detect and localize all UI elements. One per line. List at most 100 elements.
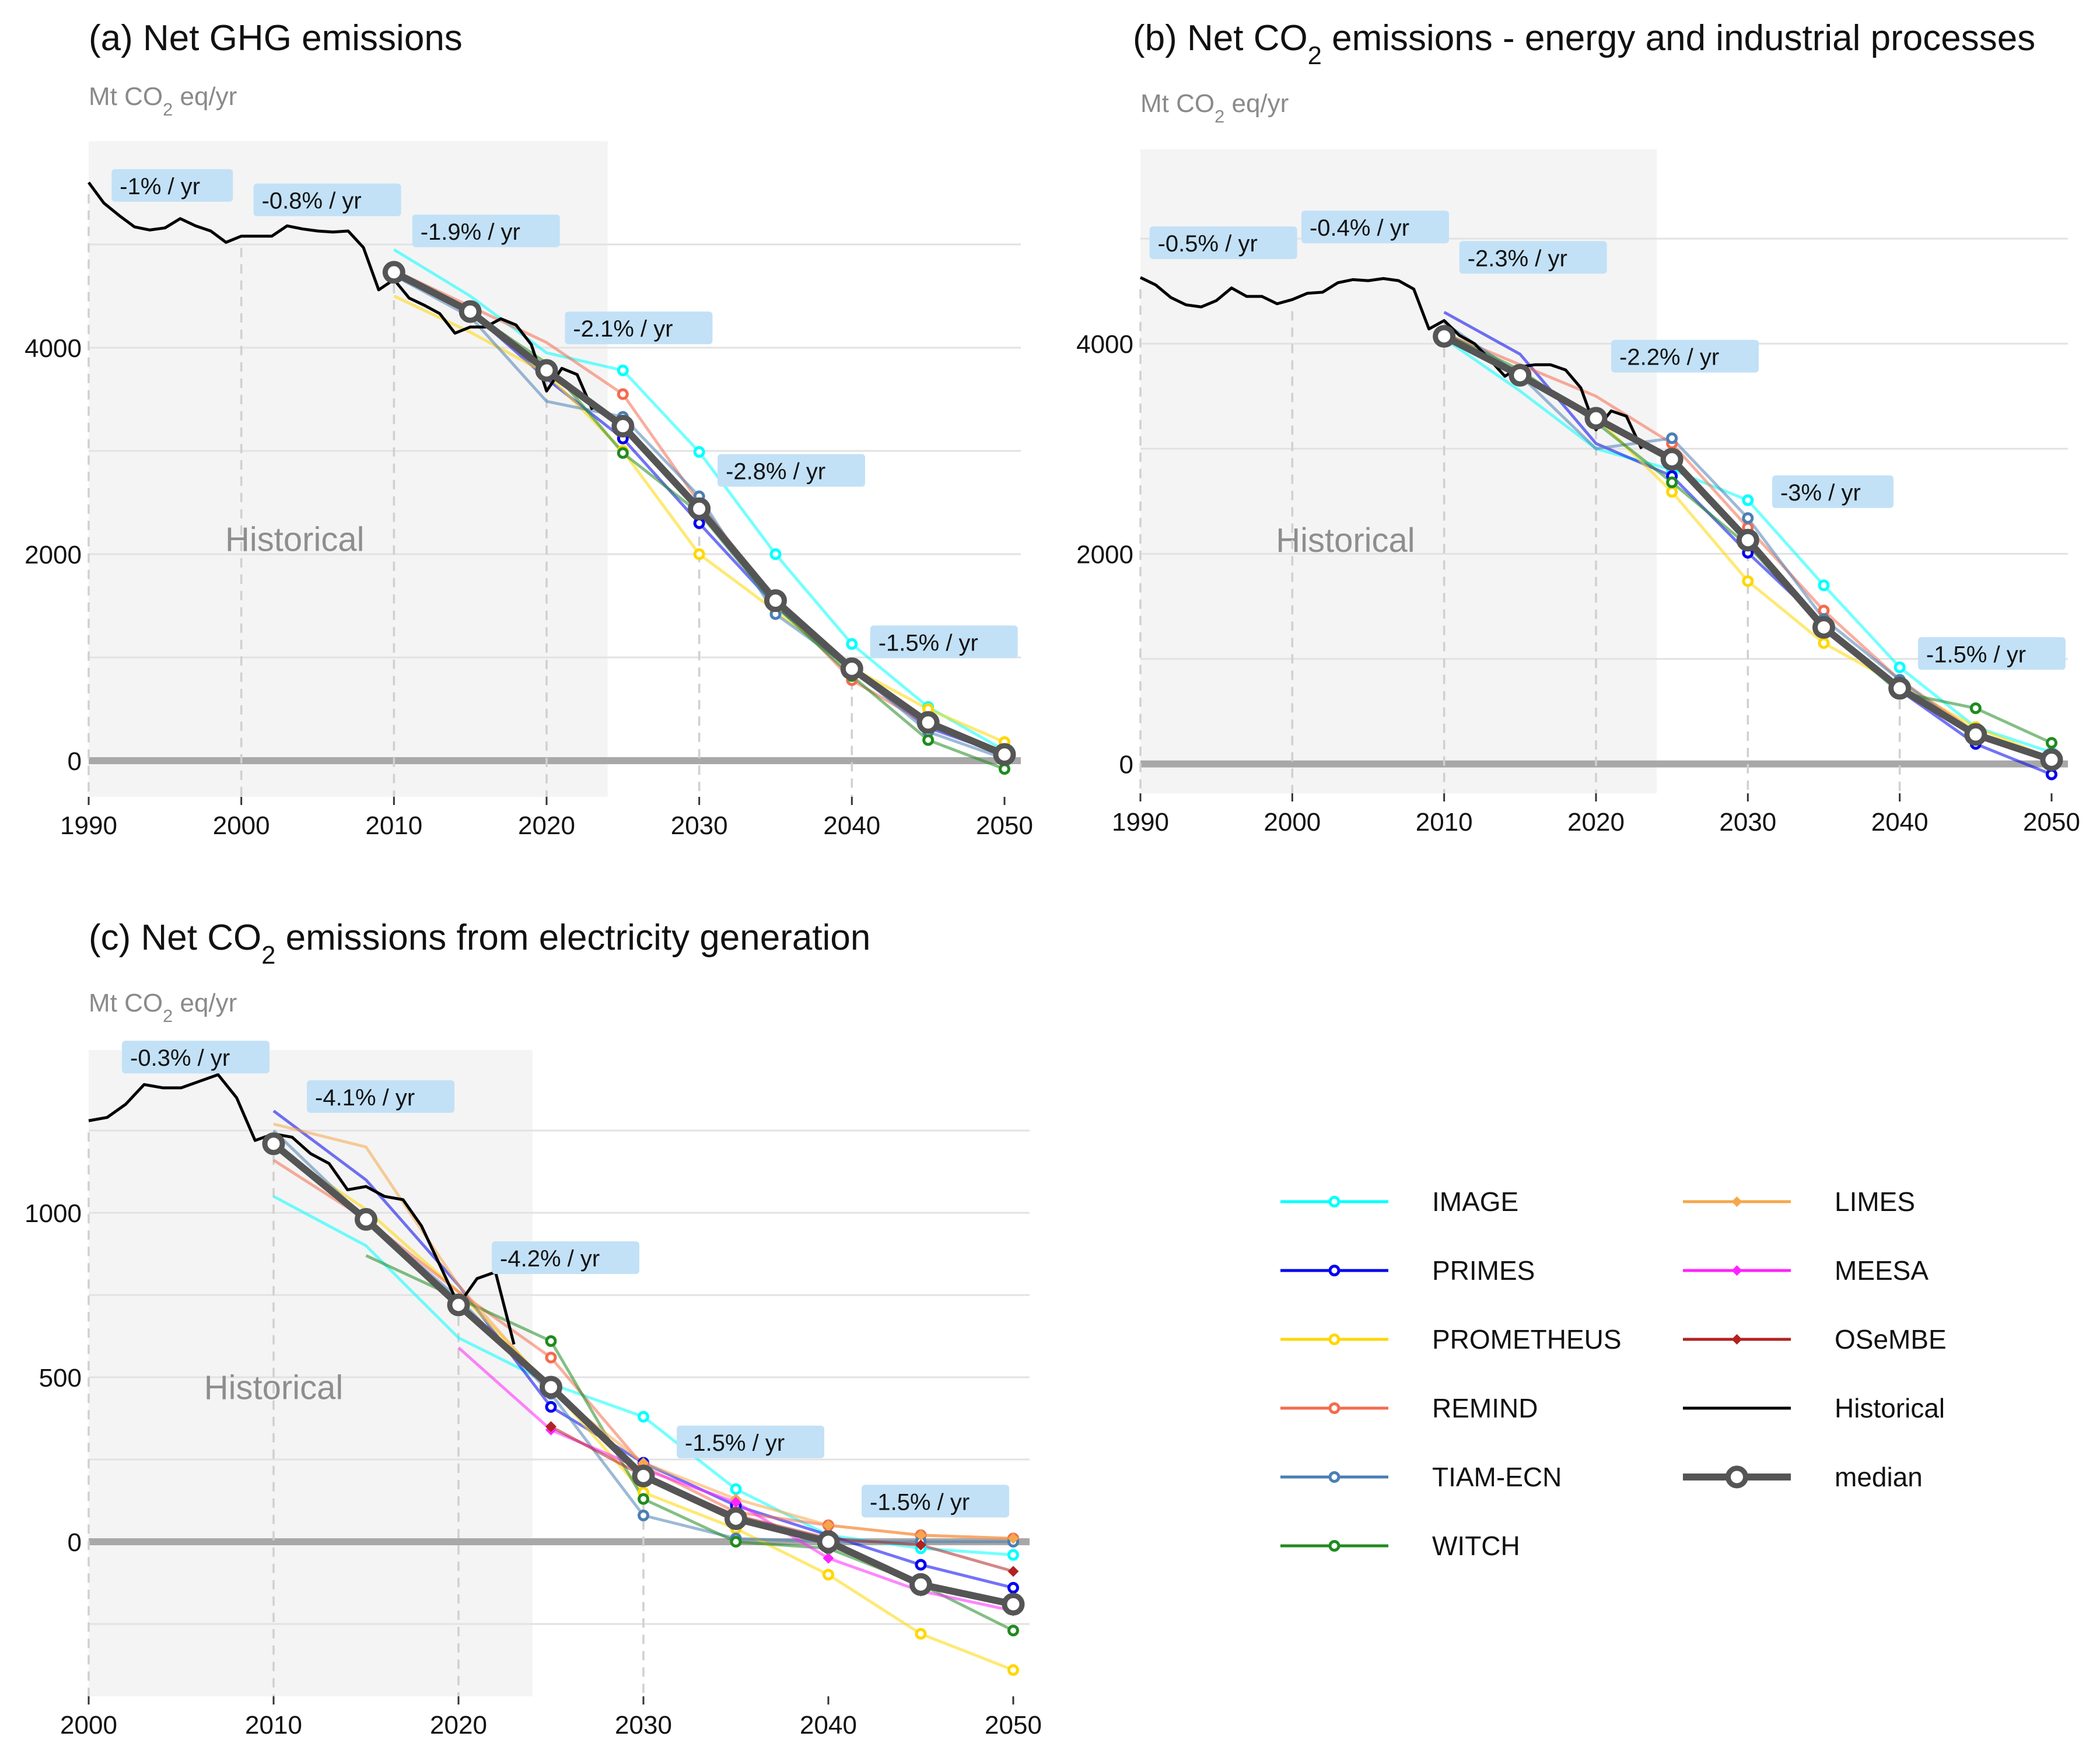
legend-label: WITCH [1432, 1531, 1520, 1561]
series-point-prometheus [822, 1569, 834, 1581]
series-point-image [846, 638, 858, 650]
series-point-remind [617, 388, 629, 400]
y-tick-label: 0 [1119, 751, 1133, 779]
series-point-witch [1666, 476, 1678, 488]
legend-swatch-marker [1731, 1196, 1742, 1207]
legend-label: PROMETHEUS [1432, 1324, 1622, 1354]
series-point-witch [545, 1335, 557, 1348]
y-tick-label: 0 [68, 1528, 82, 1557]
legend-item-witch: WITCH [1280, 1531, 1520, 1561]
median-point [1964, 723, 1987, 746]
x-tick-label: 2020 [430, 1711, 487, 1740]
historical-line [1139, 276, 1643, 450]
median-point [840, 657, 863, 681]
series-point-primes [1007, 1581, 1019, 1594]
series-point-image [1742, 494, 1754, 506]
y-tick-label: 0 [68, 747, 82, 776]
panel-b-plot: Historical 0 2000 4000 1990 2000 2010 2020 2030 2… [1076, 149, 2080, 836]
median-point [1660, 447, 1684, 471]
median-point [909, 1573, 932, 1596]
panel-c-header: (c) Net CO2 emissions from electricity g… [89, 918, 870, 1026]
rate-label: -2.2% / yr [1619, 345, 1719, 370]
rate-label: -3% / yr [1780, 480, 1861, 506]
series-point-witch [922, 734, 935, 746]
rate-label: -0.4% / yr [1310, 215, 1409, 241]
x-tick-label: 2010 [245, 1711, 302, 1740]
historical-label: Historical [225, 521, 365, 559]
series-point-osembe [545, 1421, 556, 1433]
x-tick-label: 2020 [1567, 808, 1625, 836]
series-point-primes [693, 517, 705, 529]
series-point-witch [1007, 1625, 1019, 1637]
rate-label: -1.5% / yr [685, 1430, 785, 1456]
median-point [540, 1376, 562, 1399]
median-point [1812, 615, 1835, 639]
series-point-limes [1007, 1532, 1019, 1544]
median-point [1002, 1592, 1025, 1616]
series-point-prometheus [1007, 1664, 1019, 1676]
rate-badge [412, 214, 560, 247]
median-point [459, 300, 482, 323]
rate-badge [1772, 475, 1894, 508]
median-point [447, 1293, 470, 1317]
panel-a-plot: Historical 0 2000 4000 1990 2000 2010 2020 2030 2… [24, 141, 1033, 840]
x-tick-label: 2040 [1871, 808, 1929, 836]
median-point [724, 1507, 747, 1531]
y-tick-label: 4000 [24, 334, 82, 363]
y-tick-label: 1000 [24, 1199, 82, 1228]
median-point [1888, 677, 1912, 700]
median-point [817, 1530, 840, 1553]
series-point-image [1818, 579, 1830, 592]
median-point [632, 1464, 655, 1488]
historical-band [89, 141, 608, 797]
series-point-limes [822, 1520, 834, 1531]
panel-a-title: (a) Net GHG emissions [89, 18, 463, 58]
x-tick-label: 2010 [365, 811, 422, 840]
legend-swatch-marker [1328, 1334, 1340, 1345]
x-tick-label: 1990 [1112, 808, 1169, 836]
rate-label: -1.5% / yr [870, 1489, 970, 1515]
historical-label: Historical [1276, 522, 1415, 559]
panel-c-unit: Mt CO2 eq/yr [89, 989, 237, 1026]
series-point-witch [1969, 702, 1982, 715]
legend-item-primes: PRIMES [1280, 1255, 1535, 1286]
median-point [1508, 363, 1532, 387]
series-point-tiam-ecn [1742, 512, 1754, 524]
rate-badge [492, 1241, 640, 1275]
median-point [382, 261, 405, 284]
rate-badge [1917, 637, 2066, 670]
median-point [993, 743, 1016, 766]
rate-label: -0.3% / yr [130, 1045, 230, 1071]
rate-badge [122, 1041, 270, 1074]
x-tick-label: 2050 [985, 1711, 1042, 1740]
rate-badge [1149, 226, 1297, 260]
series-point-image [617, 364, 629, 376]
median-point [262, 1132, 285, 1156]
y-tick-label: 4000 [1076, 330, 1133, 359]
legend-item-limes: LIMES [1683, 1186, 1915, 1217]
x-tick-label: 2040 [823, 811, 880, 840]
x-tick-label: 2000 [60, 1711, 117, 1740]
series-point-image [1007, 1549, 1019, 1561]
rate-label: -2.1% / yr [573, 316, 673, 342]
legend-item-image: IMAGE [1280, 1186, 1518, 1217]
x-tick-label: 2000 [1264, 808, 1321, 836]
legend-item-historical: Historical [1683, 1393, 1945, 1423]
series-point-witch [617, 447, 629, 459]
median-point [1584, 407, 1608, 430]
series-point-osembe [1007, 1566, 1019, 1577]
legend-label: OSeMBE [1835, 1324, 1947, 1354]
legend-label: IMAGE [1432, 1186, 1518, 1217]
series-point-tiam-ecn [638, 1509, 649, 1521]
rate-label: -2.3% / yr [1468, 246, 1567, 271]
x-tick-label: 2040 [800, 1711, 857, 1740]
series-point-primes [545, 1401, 557, 1413]
legend-label: REMIND [1432, 1393, 1538, 1423]
series-point-osembe [915, 1539, 926, 1551]
series-point-image [638, 1410, 649, 1423]
rate-badge [111, 169, 233, 202]
series-point-prometheus [1818, 637, 1830, 649]
legend-swatch-marker [1328, 1540, 1340, 1552]
historical-line [88, 1073, 516, 1345]
